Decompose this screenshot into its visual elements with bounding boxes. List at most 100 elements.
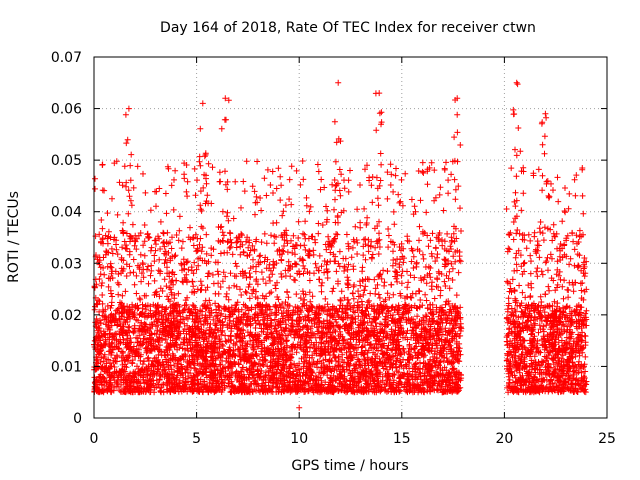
data-point xyxy=(270,190,276,196)
data-point xyxy=(380,267,387,274)
data-point xyxy=(160,230,167,237)
data-point xyxy=(209,164,216,171)
data-point xyxy=(451,176,458,183)
data-point xyxy=(282,267,289,274)
data-point xyxy=(338,171,345,178)
data-point xyxy=(284,289,291,296)
data-point xyxy=(105,228,112,235)
data-point xyxy=(431,197,438,204)
data-point xyxy=(355,288,362,295)
data-point xyxy=(441,165,448,172)
data-point xyxy=(240,248,247,255)
data-point xyxy=(385,232,392,239)
data-point xyxy=(419,159,426,166)
data-point xyxy=(431,295,438,302)
data-point xyxy=(344,274,351,281)
data-point xyxy=(286,176,293,183)
data-point xyxy=(184,193,191,200)
data-point xyxy=(266,274,273,281)
data-point xyxy=(374,281,381,288)
data-point xyxy=(120,219,127,226)
data-point xyxy=(393,165,399,172)
data-point xyxy=(172,167,179,174)
data-point xyxy=(238,292,245,298)
data-point xyxy=(422,291,429,298)
data-point xyxy=(372,290,379,297)
data-point xyxy=(171,176,177,183)
data-point xyxy=(314,161,321,168)
data-point xyxy=(109,293,116,300)
data-point xyxy=(151,277,158,284)
data-point xyxy=(419,251,426,258)
data-point xyxy=(348,254,355,261)
data-point xyxy=(398,272,405,279)
data-point xyxy=(218,368,225,375)
data-point xyxy=(388,281,395,288)
data-point xyxy=(391,371,398,378)
data-point xyxy=(92,185,98,192)
data-point xyxy=(410,265,417,271)
data-point xyxy=(315,230,322,237)
data-point xyxy=(292,251,298,258)
data-point xyxy=(414,313,421,320)
data-point xyxy=(191,259,198,266)
data-point xyxy=(428,159,435,166)
data-point xyxy=(431,167,438,174)
data-point xyxy=(104,210,111,217)
data-point xyxy=(116,179,123,186)
data-point xyxy=(416,237,422,244)
data-point xyxy=(189,278,196,285)
data-point xyxy=(387,182,394,188)
data-point xyxy=(151,258,158,265)
data-point xyxy=(302,218,309,225)
data-point xyxy=(310,251,317,258)
data-point xyxy=(374,195,381,202)
data-point xyxy=(113,246,120,253)
data-point xyxy=(300,262,307,269)
data-point xyxy=(226,245,233,251)
data-point xyxy=(303,194,310,201)
data-point xyxy=(306,277,313,284)
data-point xyxy=(242,288,249,295)
data-point xyxy=(136,332,143,339)
data-point xyxy=(385,226,392,232)
data-point xyxy=(148,267,155,274)
data-point xyxy=(267,182,274,188)
data-point xyxy=(250,256,256,263)
data-point xyxy=(99,292,106,298)
data-point xyxy=(390,188,397,195)
data-point xyxy=(398,280,405,287)
data-point xyxy=(288,163,295,170)
data-point xyxy=(144,266,150,273)
data-point xyxy=(175,237,182,244)
data-point xyxy=(285,294,292,301)
data-point xyxy=(263,240,270,247)
data-point xyxy=(176,213,183,220)
data-point xyxy=(252,211,258,218)
data-point xyxy=(153,203,159,210)
data-point xyxy=(324,275,331,281)
data-point xyxy=(175,290,182,297)
data-point xyxy=(114,251,121,258)
data-point xyxy=(280,208,287,215)
data-point xyxy=(376,295,383,301)
data-point xyxy=(330,285,337,292)
data-point xyxy=(440,207,447,214)
data-point xyxy=(266,290,273,297)
data-point xyxy=(167,286,174,293)
data-point xyxy=(361,205,368,212)
data-point xyxy=(212,326,219,333)
data-point xyxy=(369,199,376,206)
data-point xyxy=(218,341,225,348)
data-point xyxy=(161,276,168,283)
data-point xyxy=(434,251,441,258)
data-point xyxy=(447,243,454,250)
data-point xyxy=(429,230,436,237)
data-point xyxy=(345,277,352,284)
data-point xyxy=(127,269,134,276)
data-point xyxy=(436,191,443,198)
data-point xyxy=(324,259,331,266)
data-point xyxy=(424,181,431,188)
data-point xyxy=(315,220,322,227)
data-point xyxy=(324,269,331,276)
